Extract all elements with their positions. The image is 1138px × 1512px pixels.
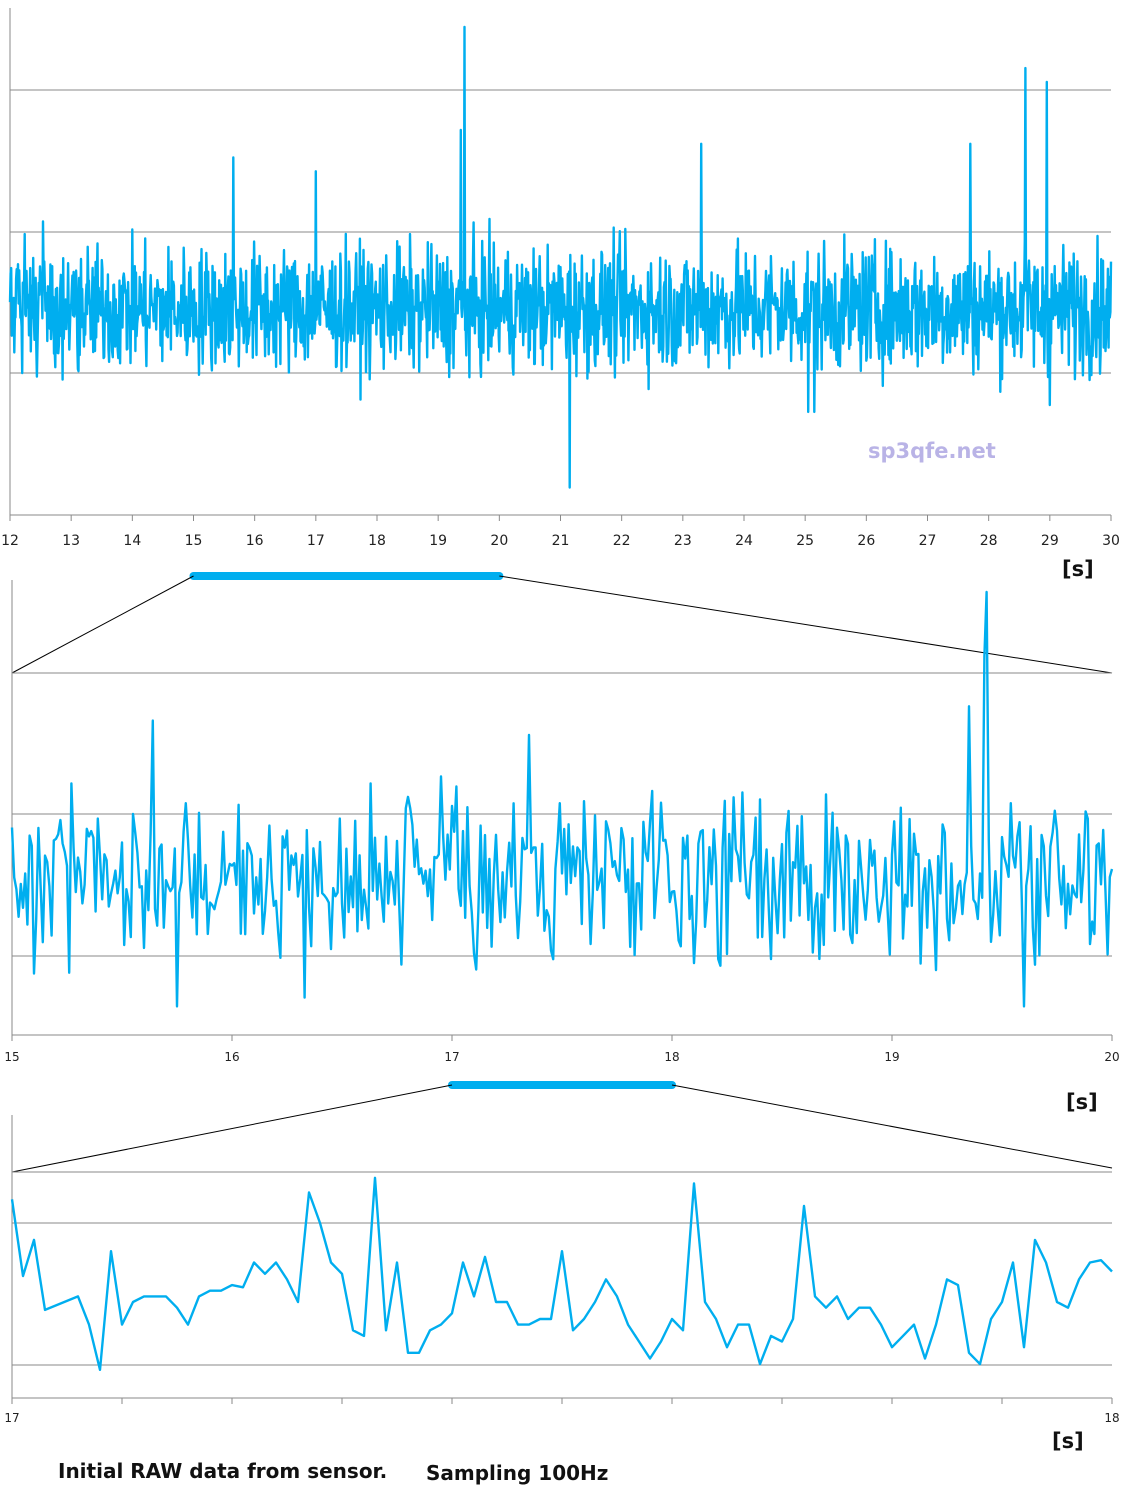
x-tick-label: 15 [4,1050,19,1064]
chart-3: 17 18 [s] [4,1115,1120,1453]
x-tick-label: 27 [919,533,937,549]
x-tick-label: 20 [490,533,508,549]
chart-2: 15 16 17 18 19 20 [s] [4,580,1120,1114]
zoom-connector-2 [11,1081,1113,1173]
chart-1-grid [10,89,1111,374]
x-tick-label: 16 [246,533,264,549]
caption-sampling: Sampling 100Hz [426,1461,608,1485]
x-tick-label: 26 [857,533,875,549]
chart-2-tick-labels: 15 16 17 18 19 20 [4,1050,1119,1064]
x-tick-label: 22 [613,533,631,549]
x-tick-label: 12 [1,533,19,549]
zoom-link-left [11,1084,453,1173]
zoom-link-right [499,575,1113,674]
chart-3-series-line [10,1176,1113,1372]
x-tick-label: 25 [796,533,814,549]
x-tick-label: 17 [307,533,325,549]
zoom-link-left [11,575,194,674]
x-tick-label: 15 [185,533,203,549]
caption-raw-data: Initial RAW data from sensor. [58,1459,387,1483]
x-tick-label: 18 [1104,1411,1119,1425]
chart-1-axes [9,8,1112,521]
zoom-link-right [671,1084,1113,1169]
chart-3-grid [12,1171,1112,1366]
x-tick-label: 13 [62,533,80,549]
chart-3-x-axis-unit: [s] [1052,1429,1084,1453]
chart-1-x-axis-unit: [s] [1062,557,1094,581]
zoom-connector-1 [11,572,1113,674]
x-tick-label: 21 [552,533,570,549]
chart-2-x-axis-unit: [s] [1066,1090,1098,1114]
chart-2-grid [12,672,1112,957]
chart-3-tick-labels: 17 18 [4,1411,1119,1425]
chart-1-series-line [8,25,1113,489]
x-tick-label: 18 [664,1050,679,1064]
x-tick-label: 17 [444,1050,459,1064]
x-tick-label: 16 [224,1050,239,1064]
x-tick-label: 30 [1102,533,1120,549]
chart-3-axes [11,1115,1113,1404]
x-tick-label: 28 [980,533,998,549]
x-tick-label: 19 [884,1050,899,1064]
x-tick-label: 19 [429,533,447,549]
x-tick-label: 17 [4,1411,19,1425]
x-tick-label: 20 [1104,1050,1119,1064]
x-tick-label: 24 [735,533,753,549]
chart-2-axes [11,580,1113,1041]
x-tick-label: 18 [368,533,386,549]
chart-2-series-line [10,590,1114,1008]
x-tick-label: 29 [1041,533,1059,549]
chart-1: 12 13 14 15 16 17 18 19 20 21 22 23 24 25 26 27 28 29 30 s… [1,8,1120,581]
chart-1-tick-labels: 12 13 14 15 16 17 18 19 20 21 22 23 24 25 26 27 28 29 30 [1,533,1120,549]
x-tick-label: 23 [674,533,692,549]
watermark-text: sp3qfe.net [868,439,996,463]
x-tick-label: 14 [123,533,141,549]
